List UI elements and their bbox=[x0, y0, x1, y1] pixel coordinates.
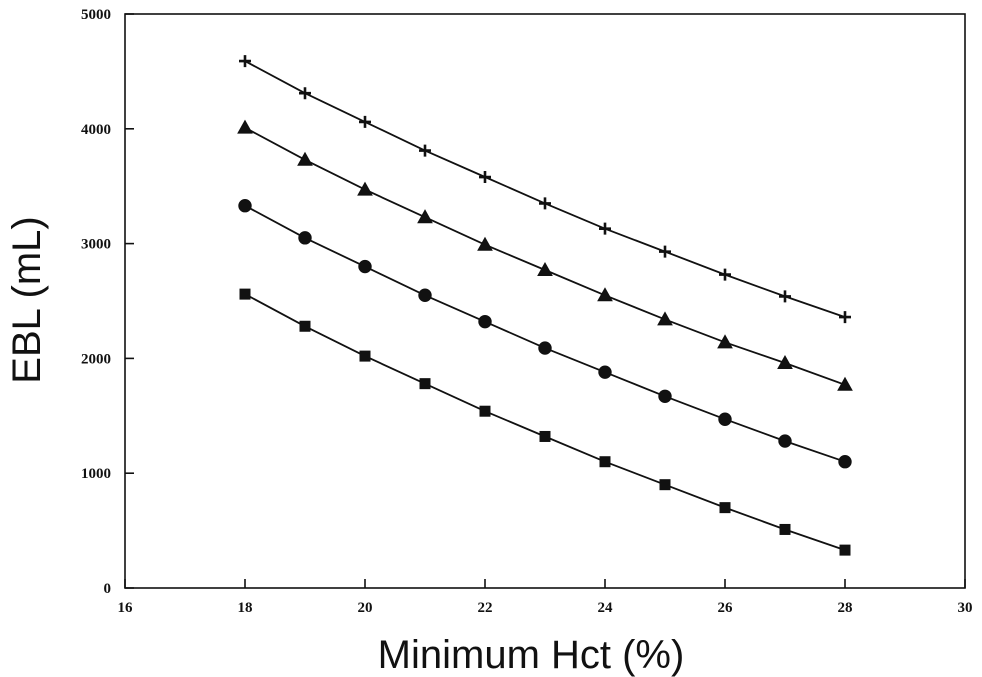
data-point-triangle bbox=[837, 376, 853, 391]
x-tick-label: 26 bbox=[718, 600, 734, 616]
data-point-square bbox=[239, 288, 251, 300]
data-point-square bbox=[779, 523, 791, 535]
data-point-plus bbox=[299, 87, 311, 100]
data-point-triangle bbox=[777, 354, 793, 369]
series-line-circle bbox=[244, 204, 846, 463]
data-point-square bbox=[299, 320, 311, 332]
data-point-circle bbox=[658, 389, 672, 403]
data-point-circle bbox=[598, 365, 612, 379]
data-point-circle bbox=[838, 455, 852, 469]
data-point-circle bbox=[478, 314, 492, 329]
y-axis-title: EBL (mL) bbox=[5, 216, 49, 383]
data-point-circle bbox=[298, 231, 312, 245]
data-point-circle bbox=[238, 199, 252, 213]
data-point-plus bbox=[779, 290, 791, 303]
data-point-plus bbox=[539, 197, 551, 210]
data-point-square bbox=[479, 405, 491, 417]
data-point-triangle bbox=[297, 151, 313, 166]
data-point-triangle bbox=[237, 119, 253, 134]
x-tick-label: 24 bbox=[598, 600, 614, 616]
series-plus bbox=[239, 55, 851, 324]
y-tick-label: 3000 bbox=[81, 237, 111, 253]
data-point-triangle bbox=[597, 287, 613, 302]
y-tick-label: 2000 bbox=[81, 351, 111, 367]
data-point-square bbox=[599, 456, 611, 468]
data-point-plus bbox=[239, 55, 251, 68]
data-point-triangle bbox=[717, 334, 733, 349]
data-point-plus bbox=[839, 311, 851, 324]
x-tick-label: 20 bbox=[358, 600, 373, 616]
data-point-circle bbox=[418, 288, 432, 302]
data-point-triangle bbox=[357, 181, 373, 196]
series-circle bbox=[238, 199, 852, 469]
data-point-square bbox=[659, 479, 671, 491]
y-tick-label: 1000 bbox=[81, 466, 111, 482]
data-point-triangle bbox=[537, 261, 553, 277]
data-point-plus bbox=[599, 222, 611, 235]
y-tick-label: 4000 bbox=[81, 122, 111, 138]
data-point-circle bbox=[538, 341, 552, 355]
x-tick-label: 18 bbox=[238, 600, 253, 616]
data-point-square bbox=[419, 378, 431, 390]
data-point-square bbox=[539, 430, 551, 442]
data-point-plus bbox=[359, 115, 371, 128]
data-point-plus bbox=[479, 171, 491, 184]
x-tick-label: 22 bbox=[478, 600, 493, 616]
data-point-square bbox=[719, 502, 731, 514]
data-point-circle bbox=[778, 434, 792, 448]
data-point-triangle bbox=[477, 236, 493, 251]
data-point-circle bbox=[718, 412, 732, 426]
data-point-triangle bbox=[417, 209, 433, 224]
series-square bbox=[239, 288, 851, 556]
axis-ticks: 16 18 20 22 24 26 28 30 0 1000 2000 3000 4000 5000 bbox=[81, 7, 973, 616]
data-point-plus bbox=[659, 245, 671, 258]
series-group bbox=[237, 55, 853, 556]
series-line-plus bbox=[244, 60, 846, 318]
data-point-plus bbox=[719, 268, 731, 281]
y-tick-label: 0 bbox=[104, 581, 112, 597]
data-point-square bbox=[359, 350, 371, 362]
x-axis-title: Minimum Hct (%) bbox=[378, 633, 685, 677]
x-tick-label: 28 bbox=[838, 600, 853, 616]
x-tick-label: 16 bbox=[118, 600, 134, 616]
series-line-square bbox=[244, 293, 846, 551]
y-tick-label: 5000 bbox=[81, 7, 111, 23]
data-point-square bbox=[839, 544, 851, 556]
data-point-triangle bbox=[657, 311, 673, 326]
plot-frame bbox=[124, 13, 966, 589]
series-triangle bbox=[237, 119, 853, 391]
x-tick-label: 30 bbox=[958, 600, 973, 616]
data-point-plus bbox=[419, 144, 431, 157]
data-point-circle bbox=[358, 259, 372, 274]
